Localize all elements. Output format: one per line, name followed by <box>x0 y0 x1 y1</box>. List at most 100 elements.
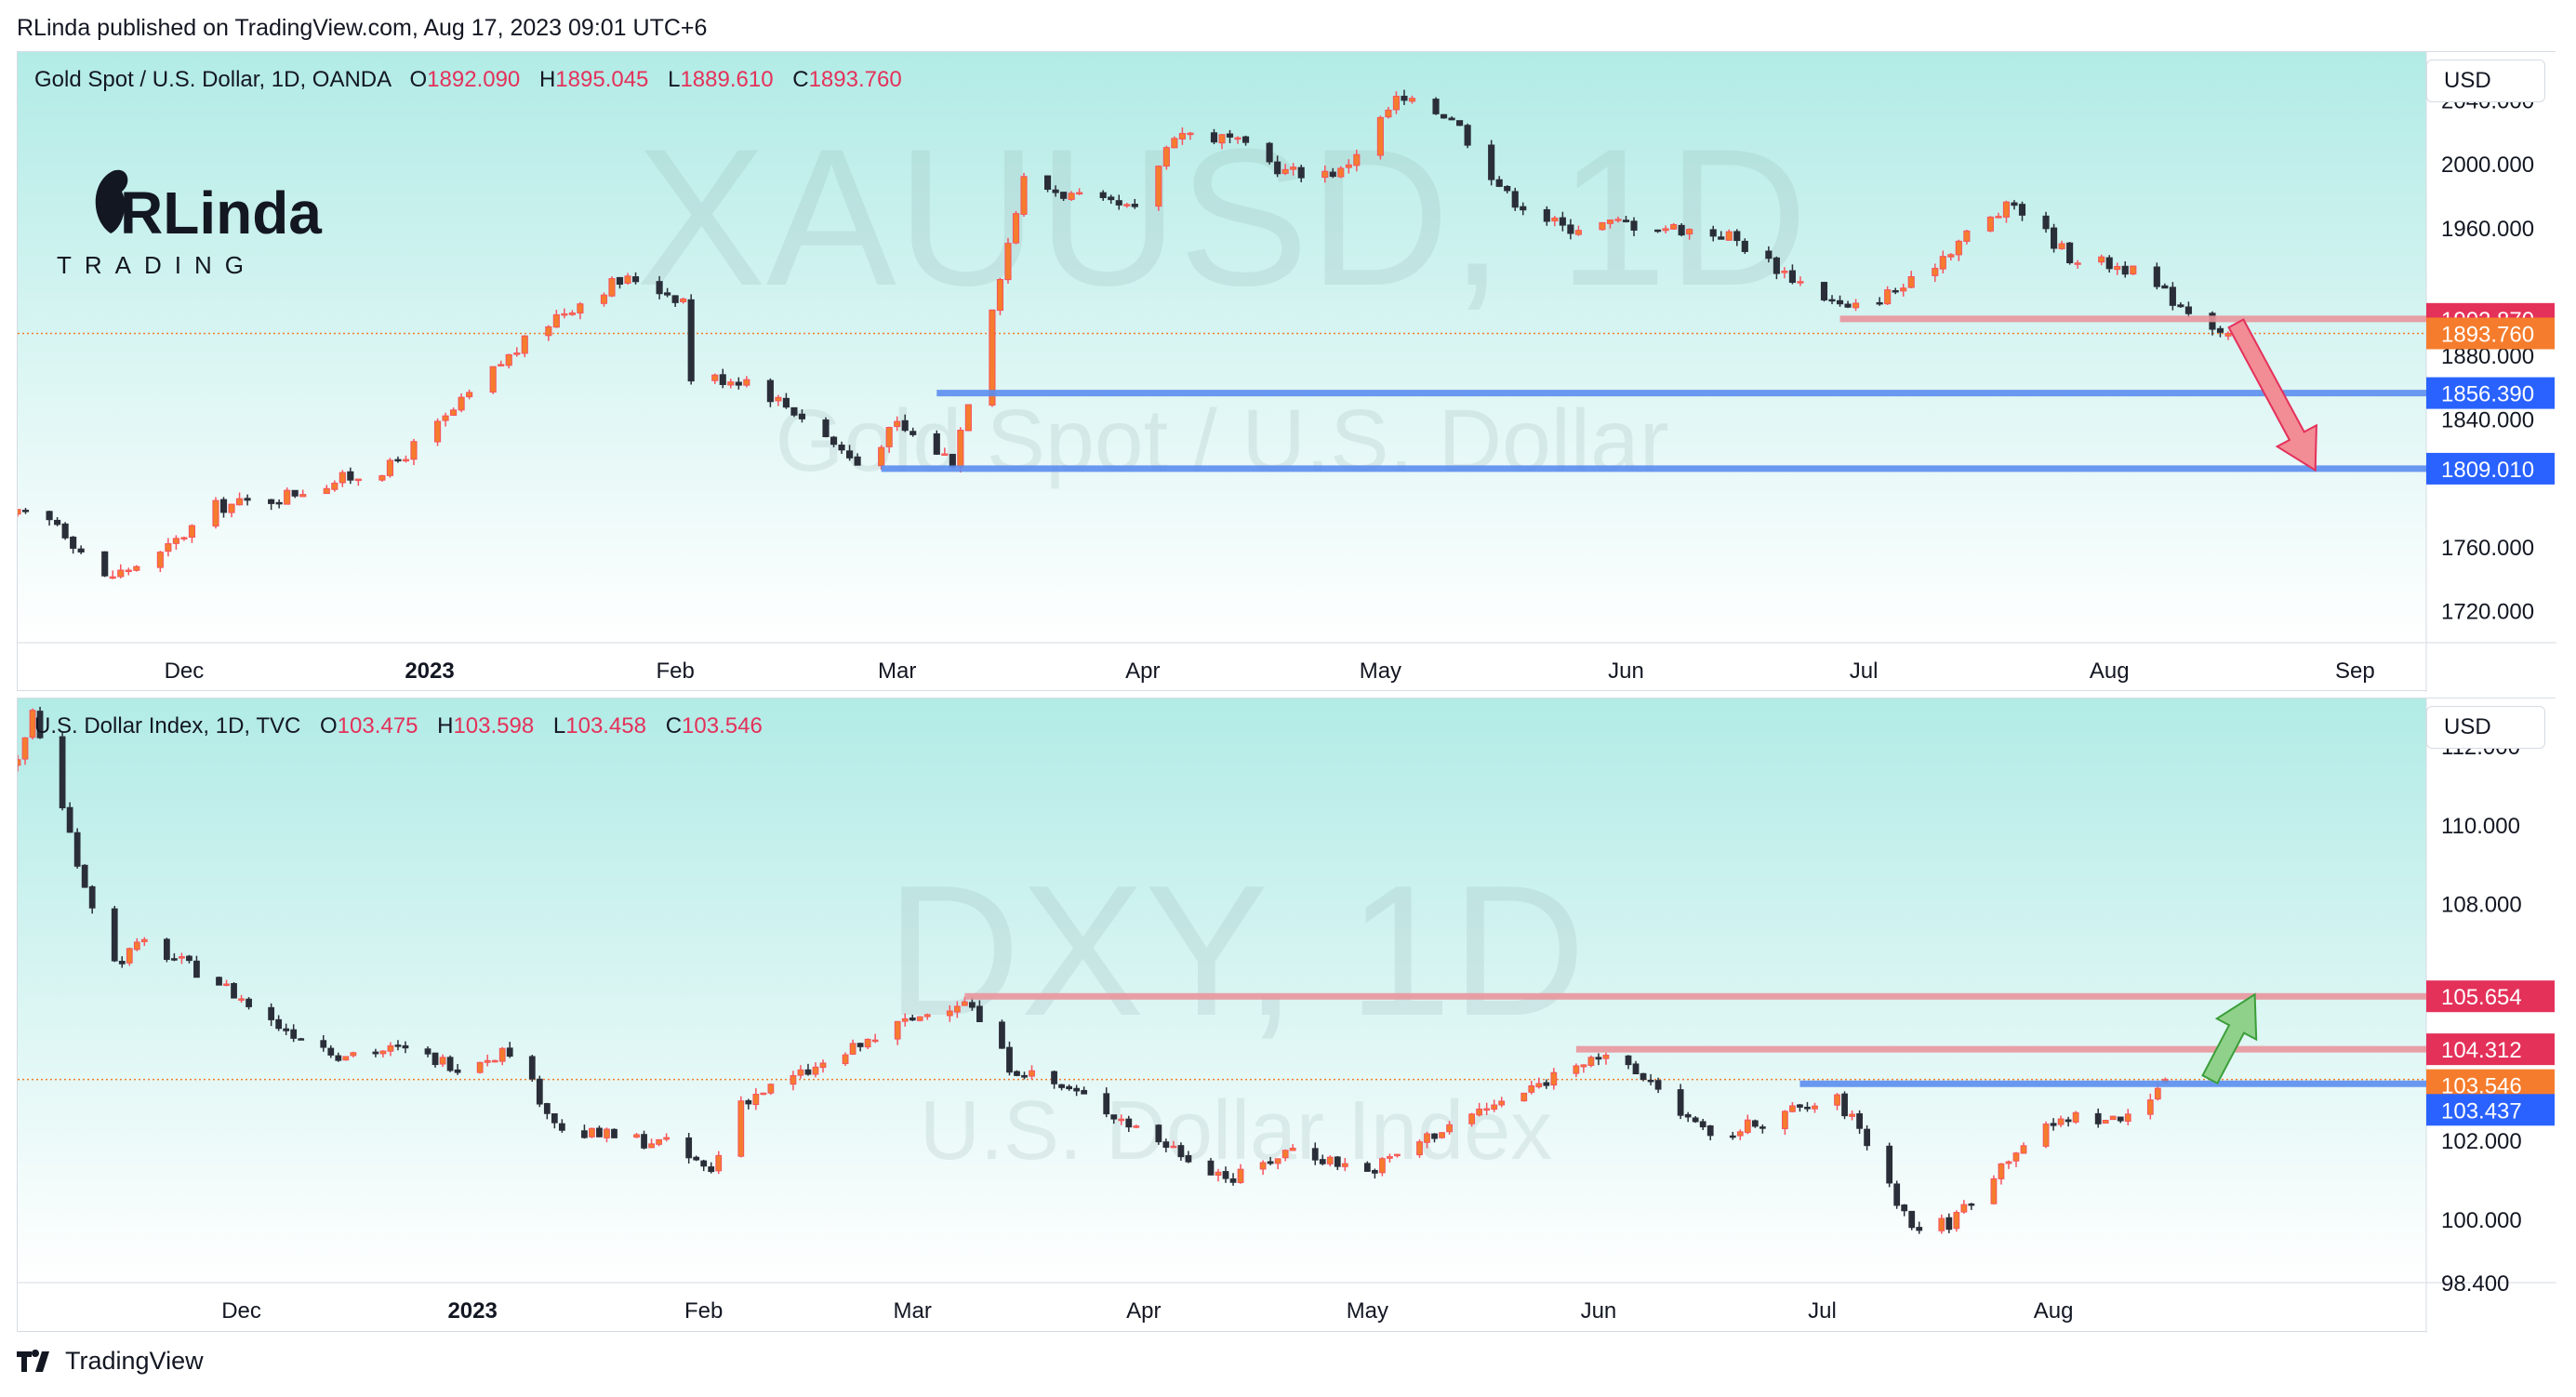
dxy-candle-body <box>2117 1116 2124 1122</box>
gold-candle-body <box>671 295 679 303</box>
gold-candle-body <box>117 569 125 578</box>
gold-candle-body <box>133 565 140 571</box>
dxy-price-tick: 110.000 <box>2441 814 2520 839</box>
gold-candle-body <box>1012 213 1020 244</box>
gold-candle-body <box>1718 236 1725 240</box>
dxy-candle-body <box>856 1043 864 1047</box>
dxy-high-value: 103.598 <box>453 713 535 738</box>
dxy-candle-body <box>1573 1065 1580 1074</box>
gold-candle-body <box>1900 287 1907 292</box>
dxy-candle-body <box>223 983 230 986</box>
dxy-candle-body <box>231 983 237 999</box>
dxy-chart-svg[interactable]: DXY, 1DU.S. Dollar Index112.000110.00010… <box>18 698 2556 1333</box>
gold-price-tick: 1760.000 <box>2441 536 2534 561</box>
gold-candle-body <box>1622 220 1630 222</box>
dxy-currency-button[interactable]: USD <box>2426 706 2545 749</box>
gold-level-tag-2 <box>2426 377 2555 409</box>
gold-candle-body <box>2051 227 2058 249</box>
dxy-candle-body <box>432 1052 439 1066</box>
dxy-chart-pane[interactable]: DXY, 1DU.S. Dollar Index112.000110.00010… <box>17 698 2556 1333</box>
dxy-candle-body <box>946 1010 953 1017</box>
dxy-candle-body <box>1580 1064 1587 1068</box>
gold-candle-body <box>188 525 196 539</box>
dxy-candle-body <box>641 1134 647 1149</box>
gold-legend: Gold Spot / U.S. Dollar, 1D, OANDA O1892… <box>34 67 902 93</box>
gold-candle-body <box>1488 144 1495 180</box>
gold-candle-body <box>244 498 251 501</box>
gold-low-value: 1889.610 <box>680 67 774 92</box>
gold-candle-body <box>1123 204 1131 206</box>
gold-candle-body <box>433 420 442 443</box>
gold-candle-body <box>2074 262 2081 265</box>
dxy-candle-body <box>193 960 200 978</box>
dxy-candle-body <box>1654 1080 1662 1090</box>
dxy-candle-body <box>1118 1118 1125 1122</box>
dxy-candle-body <box>1647 1079 1654 1083</box>
dxy-candle-body <box>961 1001 968 1006</box>
dxy-open-value: 103.475 <box>337 713 418 738</box>
gold-candle-body <box>1828 299 1836 302</box>
gold-candle-body <box>339 472 346 484</box>
dxy-candle-body <box>2057 1118 2065 1125</box>
dxy-candle-body <box>1856 1113 1863 1129</box>
dxy-candle-body <box>1439 1132 1445 1138</box>
gold-candle-body <box>61 523 69 539</box>
gold-candle-body <box>2042 215 2050 230</box>
dxy-candle-body <box>335 1055 342 1061</box>
dxy-level-tag-1 <box>2426 1033 2555 1066</box>
dxy-candle-body <box>528 1056 536 1080</box>
dxy-level-tag-label-0: 105.654 <box>2441 985 2522 1010</box>
gold-candle-body <box>1495 179 1503 187</box>
gold-candle-body <box>1599 221 1606 231</box>
dxy-candle-body <box>298 1038 305 1041</box>
dxy-candle-body <box>1864 1128 1870 1147</box>
gold-candle-body <box>1297 166 1305 179</box>
dxy-candle-body <box>2050 1123 2057 1126</box>
dxy-legend: U.S. Dollar Index, 1D, TVC O103.475 H103… <box>34 713 763 739</box>
logo-face-silhouette <box>95 169 128 233</box>
gold-candle-body <box>70 536 77 549</box>
dxy-candle-body <box>901 1018 909 1022</box>
gold-candle-body <box>1408 98 1416 102</box>
dxy-close-value: 103.546 <box>682 713 763 738</box>
dxy-candle-body <box>1834 1094 1840 1106</box>
gold-candle-body <box>2011 202 2018 206</box>
dxy-candle-body <box>1916 1227 1923 1231</box>
gold-candle-body <box>1662 228 1669 232</box>
gold-currency-button[interactable]: USD <box>2426 60 2545 102</box>
dxy-candle-body <box>2072 1111 2079 1123</box>
dxy-time-label: May <box>1347 1298 1388 1324</box>
gold-candle-body <box>331 482 339 490</box>
dxy-time-label: Jul <box>1808 1298 1837 1324</box>
gold-level-tag-label-2: 1856.390 <box>2441 382 2534 407</box>
dxy-candle-body <box>1483 1108 1491 1111</box>
gold-candle-body <box>1852 302 1860 309</box>
dxy-candle-body <box>1155 1124 1162 1143</box>
gold-candle-body <box>268 499 275 504</box>
gold-candle-body <box>2002 201 2011 218</box>
gold-candle-body <box>2018 204 2026 216</box>
dxy-candle-body <box>1446 1124 1453 1133</box>
dxy-price-tick: 108.000 <box>2441 893 2522 918</box>
gold-candle-body <box>664 292 671 296</box>
logo-wordmark: RLinda <box>120 180 322 246</box>
dxy-candle-body <box>2042 1124 2050 1147</box>
dxy-candle-body <box>1945 1217 1953 1231</box>
dxy-watermark-main: DXY, 1D <box>886 847 1586 1055</box>
dxy-candle-body <box>1103 1093 1110 1115</box>
dxy-candle-body <box>1416 1141 1423 1156</box>
gold-candle-body <box>1178 132 1186 140</box>
dxy-candle-body <box>66 806 73 833</box>
gold-candle-body <box>1464 125 1471 146</box>
dxy-candle-body <box>491 1059 498 1063</box>
dxy-candle-body <box>484 1059 491 1063</box>
dxy-candle-body <box>1543 1082 1550 1086</box>
dxy-candle-body <box>1021 1074 1028 1078</box>
gold-time-label: 2023 <box>405 659 454 684</box>
dxy-candle-body <box>133 941 140 951</box>
gold-candle-body <box>1932 268 1939 276</box>
dxy-candle-body <box>342 1056 350 1061</box>
dxy-candle-body <box>1289 1148 1296 1151</box>
